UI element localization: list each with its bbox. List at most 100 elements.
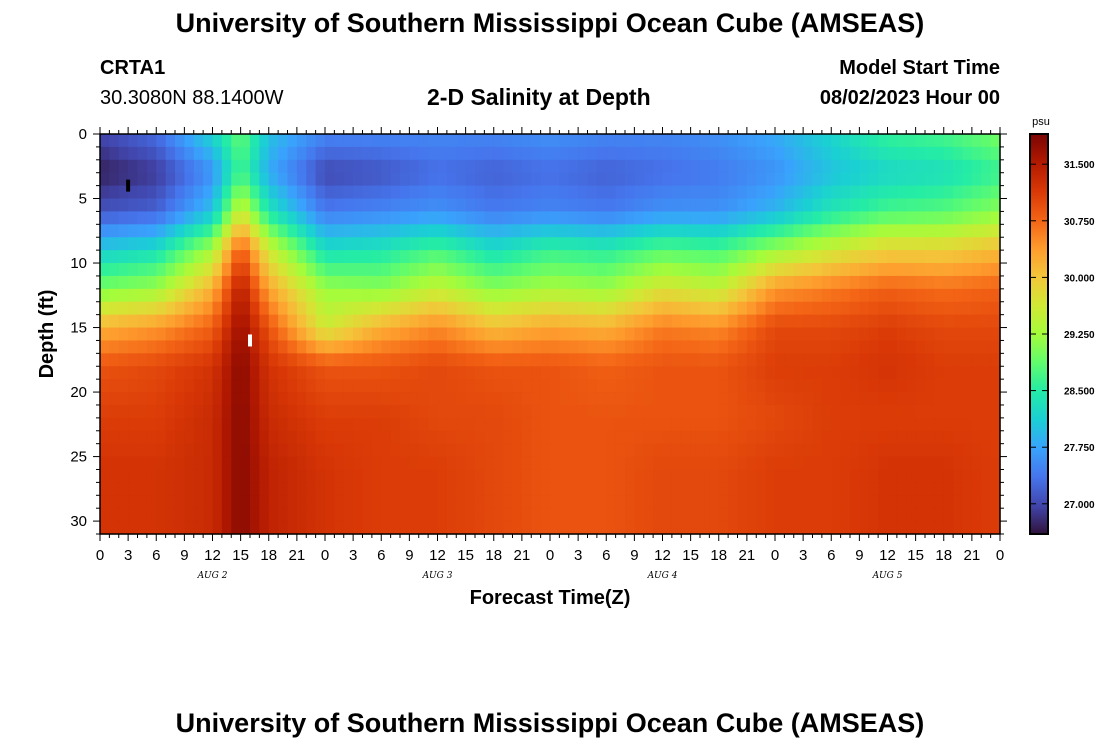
- heatmap-cell: [831, 521, 842, 535]
- heatmap-cell: [306, 301, 317, 316]
- heatmap-cell: [878, 134, 889, 148]
- heatmap-cell: [465, 417, 476, 432]
- heatmap-cell: [925, 392, 935, 406]
- heatmap-cell: [953, 314, 964, 329]
- heatmap-cell: [821, 327, 832, 342]
- heatmap-cell: [559, 443, 570, 458]
- heatmap-cell: [690, 275, 701, 290]
- heatmap-cell: [118, 469, 129, 483]
- heatmap-cell: [550, 521, 560, 535]
- heatmap-cell: [859, 430, 870, 445]
- heatmap-cell: [793, 379, 804, 393]
- heatmap-cell: [643, 263, 654, 277]
- heatmap-cell: [540, 263, 551, 277]
- heatmap-cell: [315, 417, 326, 432]
- heatmap-cell: [250, 521, 260, 535]
- heatmap-cell: [550, 417, 560, 432]
- heatmap-cell: [653, 366, 664, 380]
- heatmap-cell: [643, 366, 654, 380]
- heatmap-cell: [362, 379, 373, 393]
- heatmap-cell: [990, 172, 1001, 187]
- heatmap-cell: [793, 404, 804, 419]
- heatmap-cell: [409, 224, 420, 238]
- heatmap-cell: [896, 456, 907, 471]
- heatmap-cell: [306, 417, 317, 432]
- heatmap-cell: [418, 404, 429, 419]
- heatmap-cell: [596, 353, 607, 367]
- heatmap-cell: [175, 134, 185, 148]
- heatmap-cell: [428, 366, 439, 380]
- heatmap-cell: [700, 508, 710, 522]
- heatmap-cell: [390, 379, 401, 393]
- heatmap-cell: [596, 301, 607, 316]
- heatmap-cell: [925, 224, 935, 238]
- heatmap-cell: [409, 379, 420, 393]
- heatmap-cell: [803, 237, 814, 251]
- heatmap-cell: [596, 185, 607, 200]
- heatmap-cell: [690, 198, 701, 213]
- heatmap-cell: [484, 327, 495, 342]
- heatmap-cell: [803, 211, 814, 225]
- heatmap-cell: [390, 340, 401, 354]
- heatmap-cell: [812, 521, 823, 535]
- heatmap-cell: [512, 134, 523, 148]
- heatmap-cell: [775, 224, 785, 238]
- heatmap-cell: [615, 392, 626, 406]
- model-start-label: Model Start Time: [839, 57, 1000, 79]
- heatmap-cell: [484, 185, 495, 200]
- heatmap-cell: [315, 469, 326, 483]
- heatmap-cell: [587, 508, 598, 522]
- heatmap-cell: [334, 263, 345, 277]
- heatmap-cell: [784, 314, 795, 329]
- heatmap-cell: [118, 443, 129, 458]
- heatmap-cell: [803, 198, 814, 213]
- heatmap-cell: [775, 275, 785, 290]
- heatmap-cell: [681, 301, 692, 316]
- heatmap-cell: [643, 521, 654, 535]
- heatmap-cell: [634, 327, 645, 342]
- heatmap-cell: [306, 443, 317, 458]
- heatmap-cell: [681, 340, 692, 354]
- heatmap-cell: [971, 353, 982, 367]
- heatmap-cell: [512, 237, 523, 251]
- heatmap-cell: [240, 521, 251, 535]
- heatmap-cell: [587, 379, 598, 393]
- heatmap-cell: [343, 508, 354, 522]
- heatmap-cell: [100, 134, 110, 148]
- heatmap-cell: [718, 198, 729, 213]
- heatmap-cell: [859, 263, 870, 277]
- heatmap-cell: [596, 224, 607, 238]
- heatmap-cell: [803, 185, 814, 200]
- heatmap-cell: [746, 134, 757, 148]
- heatmap-cell: [784, 172, 795, 187]
- heatmap-cell: [915, 366, 926, 380]
- heatmap-cell: [193, 456, 204, 471]
- heatmap-cell: [503, 495, 514, 509]
- heatmap-cell: [390, 301, 401, 316]
- footer-title: University of Southern Mississippi Ocean…: [175, 708, 925, 738]
- heatmap-cell: [315, 482, 326, 496]
- heatmap-cell: [381, 508, 392, 522]
- heatmap-cell: [400, 456, 410, 471]
- heatmap-cell: [990, 198, 1001, 213]
- heatmap-cell: [812, 185, 823, 200]
- heatmap-cell: [306, 263, 317, 277]
- heatmap-cell: [512, 482, 523, 496]
- heatmap-cell: [484, 469, 495, 483]
- heatmap-cell: [971, 301, 982, 316]
- heatmap-cell: [831, 340, 842, 354]
- heatmap-cell: [343, 301, 354, 316]
- heatmap-cell: [690, 146, 701, 161]
- heatmap-cell: [456, 353, 467, 367]
- heatmap-cell: [812, 288, 823, 303]
- heatmap-cell: [325, 443, 335, 458]
- heatmap-cell: [315, 404, 326, 419]
- heatmap-cell: [146, 430, 157, 445]
- heatmap-cell: [390, 327, 401, 342]
- heatmap-cell: [943, 301, 954, 316]
- heatmap-cell: [568, 327, 579, 342]
- heatmap-cell: [850, 301, 860, 316]
- heatmap-cell: [428, 211, 439, 225]
- heatmap-cell: [643, 482, 654, 496]
- heatmap-cell: [400, 159, 410, 174]
